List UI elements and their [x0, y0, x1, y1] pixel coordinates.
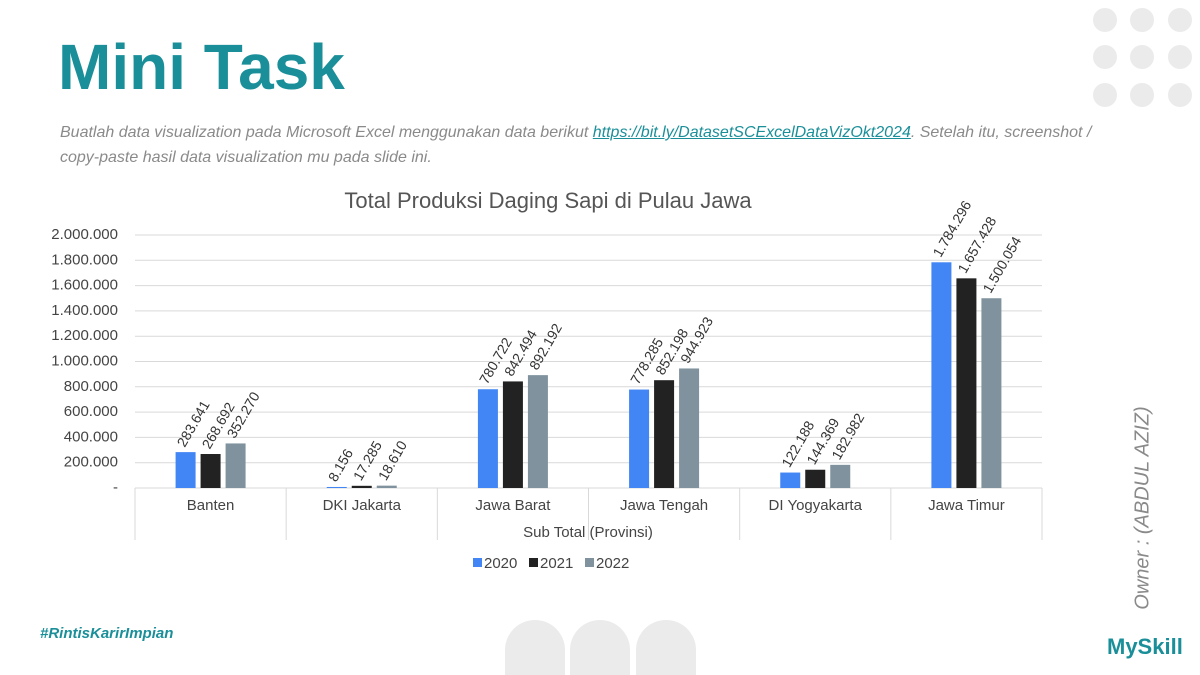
x-tick-label: DKI Jakarta: [323, 497, 402, 514]
bar: [956, 278, 977, 488]
bar: [376, 485, 397, 488]
x-tick-label: Banten: [187, 497, 235, 514]
legend-swatch: [529, 558, 538, 567]
bar: [225, 443, 246, 488]
slide-title: Mini Task: [58, 31, 345, 103]
y-tick-label: 200.000: [64, 454, 118, 471]
bar: [477, 389, 498, 488]
instruction: Buatlah data visualization pada Microsof…: [60, 120, 1120, 170]
y-tick-label: 1.000.000: [51, 352, 118, 369]
legend-label: 2021: [540, 555, 573, 572]
x-tick-label: DI Yogyakarta: [769, 497, 863, 514]
bar: [326, 486, 347, 488]
x-tick-label: Jawa Tengah: [620, 497, 708, 514]
decor-tabs: [505, 620, 696, 675]
data-label: 8.156: [325, 446, 356, 485]
y-tick-label: 400.000: [64, 428, 118, 445]
legend-swatch: [585, 558, 594, 567]
bar: [351, 485, 372, 488]
y-tick-label: -: [113, 479, 118, 496]
bar: [502, 381, 523, 488]
bar: [679, 368, 700, 488]
bar: [931, 262, 952, 488]
legend-label: 2022: [596, 555, 629, 572]
y-tick-label: 800.000: [64, 378, 118, 395]
bar: [200, 454, 221, 488]
y-tick-label: 1.800.000: [51, 251, 118, 268]
instruction-text: Buatlah data visualization pada Microsof…: [60, 124, 593, 141]
legend-label: 2020: [484, 555, 517, 572]
chart-title: Total Produksi Daging Sapi di Pulau Jawa: [344, 188, 752, 213]
bar: [527, 375, 548, 488]
hashtag: #RintisKarirImpian: [40, 625, 174, 642]
y-tick-label: 1.600.000: [51, 277, 118, 294]
bar: [981, 298, 1002, 488]
bar: [629, 389, 650, 488]
instruction-text: . Setelah itu, screenshot / copy-paste h…: [60, 124, 1092, 166]
legend-swatch: [473, 558, 482, 567]
bar: [175, 452, 196, 488]
y-tick-label: 2.000.000: [51, 226, 118, 243]
bar: [805, 469, 826, 488]
y-tick-label: 1.200.000: [51, 327, 118, 344]
x-tick-label: Jawa Timur: [928, 497, 1005, 514]
brand-logo: MySkill: [1107, 634, 1183, 659]
owner: Owner : (ABDUL AZIZ): [1131, 406, 1154, 610]
y-tick-label: 1.400.000: [51, 302, 118, 319]
decor-dots: [1093, 8, 1192, 107]
y-tick-label: 600.000: [64, 403, 118, 420]
bar: [654, 380, 675, 488]
x-tick-label: Jawa Barat: [475, 497, 551, 514]
bar: [830, 464, 851, 488]
bar: [780, 472, 801, 488]
dataset-link[interactable]: https://bit.ly/DatasetSCExcelDataVizOkt2…: [592, 124, 911, 141]
